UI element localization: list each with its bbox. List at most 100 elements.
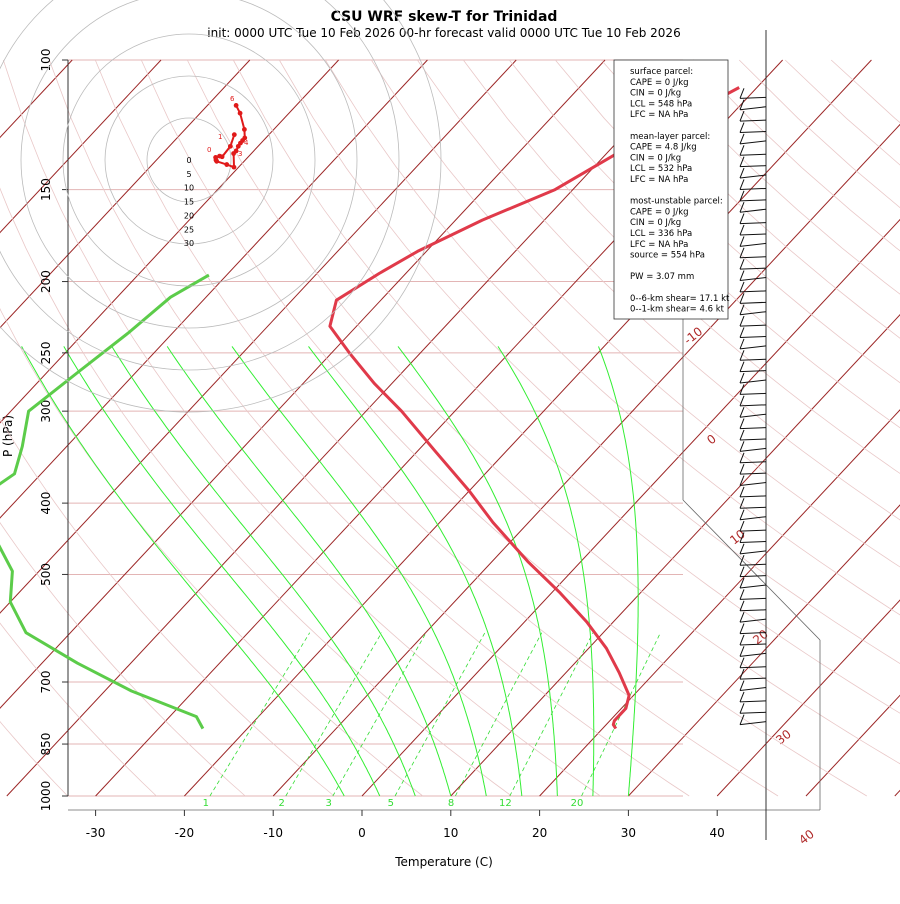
- hodograph-ring: [62, 33, 316, 287]
- wind-barb-flag: [739, 395, 745, 406]
- wind-barb-flag: [739, 555, 745, 566]
- wind-barb: [739, 370, 767, 373]
- wind-barb: [739, 447, 767, 452]
- wind-barb: [739, 358, 767, 361]
- wind-barb: [739, 311, 767, 316]
- wind-barb: [739, 643, 767, 646]
- dry-adiabat: [186, 59, 900, 765]
- wind-barb-flag: [739, 224, 745, 236]
- mixing-ratio-line: [209, 632, 311, 797]
- wind-barb-flag: [739, 418, 745, 429]
- wind-barb-flag: [739, 509, 745, 520]
- wind-barb-flag: [739, 452, 745, 463]
- hodograph-ring-label: 5: [186, 170, 191, 179]
- profile-temperature: [328, 86, 740, 730]
- mixing-ratio-line: [581, 632, 661, 797]
- wind-barb: [739, 335, 767, 338]
- wind-barb: [739, 438, 767, 441]
- dry-adiabat: [508, 59, 900, 429]
- wind-barb-flag: [739, 122, 745, 133]
- mixing-ratio-label: 12: [499, 798, 512, 809]
- wind-barb: [739, 392, 767, 395]
- isotherm-line: [450, 314, 900, 797]
- y-axis-label: P (hPa): [1, 415, 15, 457]
- wind-barb-flag: [739, 361, 745, 372]
- dry-adiabat: [140, 59, 868, 797]
- wind-barb: [739, 677, 767, 680]
- wind-barb-flag: [739, 213, 745, 224]
- isotherm-line: [6, 59, 695, 797]
- wind-barb-flag: [739, 486, 745, 498]
- wind-barb-flag: [739, 520, 745, 532]
- moist-adiabat: [231, 346, 487, 797]
- moist-adiabat: [497, 346, 595, 796]
- dry-adiabat: [0, 622, 157, 797]
- x-tick-label: 20: [532, 826, 547, 840]
- info-box: [613, 59, 729, 320]
- x-axis-label: Temperature (C): [394, 855, 493, 869]
- wind-barb-flag: [739, 304, 745, 315]
- wind-barb: [739, 119, 767, 122]
- isotherm-line: [539, 409, 900, 797]
- wind-barb: [739, 472, 767, 475]
- wind-barb-flag: [739, 247, 745, 258]
- wind-barb: [739, 413, 767, 418]
- hodograph-ring: [0, 0, 400, 371]
- hodograph-ring: [104, 75, 274, 245]
- chart-subtitle: init: 0000 UTC Tue 10 Feb 2026 00-hr for…: [207, 26, 680, 40]
- wind-barb: [739, 427, 767, 430]
- wind-barb-flag: [739, 190, 745, 202]
- dry-adiabat: [0, 522, 246, 797]
- wind-barb-flag: [739, 236, 745, 247]
- x-tick-label: 0: [358, 826, 366, 840]
- hodograph-ring-label: 20: [184, 211, 194, 220]
- wind-barb-flag: [739, 611, 745, 623]
- wind-barb: [739, 233, 767, 236]
- wind-barb: [739, 153, 767, 156]
- dry-adiabat: [278, 59, 900, 665]
- mixing-ratio-line: [509, 632, 594, 797]
- hodograph-ring-label: 0: [186, 156, 191, 165]
- wind-barb-flag: [739, 646, 745, 657]
- info-line: LCL = 336 hPa: [630, 229, 692, 239]
- y-tick-label: 400: [39, 492, 53, 515]
- info-line: 0--6-km shear= 17.1 kt: [630, 294, 730, 304]
- wind-barb: [739, 106, 767, 111]
- hodograph-ring: [20, 0, 358, 329]
- info-line: LCL = 532 hPa: [630, 164, 692, 174]
- dry-adiabat: [0, 721, 68, 797]
- x-tick-label: 10: [443, 826, 458, 840]
- dry-adiabat: [94, 59, 779, 797]
- moist-adiabat: [111, 346, 416, 797]
- wind-barb-flag: [739, 691, 745, 703]
- info-line: mean-layer parcel:: [630, 132, 710, 142]
- wind-barb: [739, 379, 767, 384]
- mixing-ratio-label: 3: [325, 798, 331, 809]
- dry-adiabat: [0, 418, 335, 797]
- wind-barb: [739, 700, 767, 703]
- wind-barb-flag: [739, 600, 745, 611]
- y-tick-label: 500: [39, 563, 53, 586]
- dry-adiabat: [462, 59, 900, 474]
- wind-barb-flag: [739, 532, 745, 543]
- wind-barb-flag: [739, 429, 745, 441]
- wind-barb-flag: [739, 202, 745, 213]
- info-line: CIN = 0 J/kg: [630, 218, 681, 228]
- wind-barb: [739, 652, 767, 657]
- wind-barb: [739, 301, 767, 304]
- info-line: LFC = NA hPa: [630, 240, 688, 250]
- wind-barb: [739, 165, 767, 168]
- wind-barb-flag: [739, 179, 745, 190]
- info-line: CIN = 0 J/kg: [630, 153, 681, 163]
- wind-barb: [739, 540, 767, 543]
- y-tick-label: 250: [39, 341, 53, 364]
- wind-barb-flag: [739, 441, 745, 452]
- info-line: most-unstable parcel:: [630, 197, 723, 207]
- y-tick-label: 100: [39, 49, 53, 72]
- info-line: CAPE = 0 J/kg: [630, 78, 689, 88]
- hodograph-ring: [0, 0, 442, 413]
- dry-adiabat: [554, 59, 900, 384]
- wind-barb: [739, 131, 767, 134]
- profile-dewpoint: [0, 273, 210, 730]
